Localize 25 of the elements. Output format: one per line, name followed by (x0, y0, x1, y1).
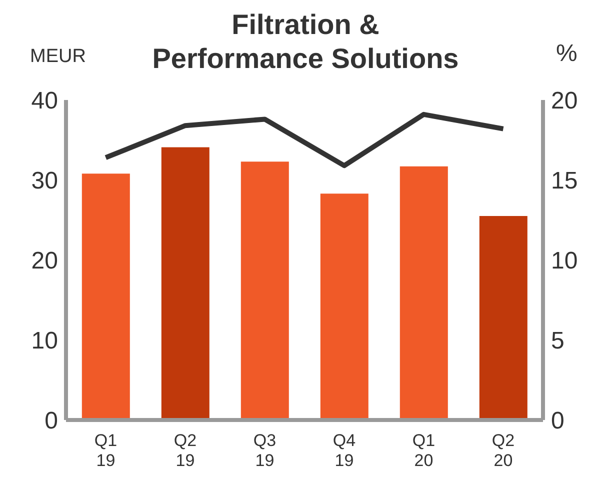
x-tick-label: Q1 20 (412, 431, 436, 470)
y2-tick-label: 10 (551, 248, 578, 275)
x-tick-label: Q2 19 (174, 431, 197, 470)
y2-tick-label: 5 (551, 328, 564, 355)
y-tick-label: 40 (31, 88, 58, 115)
x-tick-label: Q3 19 (253, 431, 276, 470)
bar (161, 147, 210, 420)
x-tick-label: Q1 19 (94, 431, 118, 470)
x-tick-label: Q4 19 (332, 431, 356, 470)
bar (82, 174, 130, 420)
bar (240, 162, 289, 420)
y-tick-label: 10 (31, 328, 58, 355)
x-tick-label: Q2 20 (492, 431, 515, 470)
y2-tick-label: 15 (551, 168, 578, 195)
y2-tick-label: 20 (551, 88, 578, 115)
y-tick-label: 30 (31, 168, 58, 195)
bar (479, 216, 528, 420)
y-tick-label: 0 (44, 408, 58, 435)
chart-title: Filtration & Performance Solutions (151, 8, 460, 76)
bar (400, 166, 448, 420)
y-tick-label: 20 (31, 248, 58, 275)
y-axis-title: MEUR (30, 46, 86, 68)
bar (320, 194, 368, 420)
y2-axis-title: % (556, 40, 578, 68)
y2-tick-label: 0 (551, 408, 564, 435)
